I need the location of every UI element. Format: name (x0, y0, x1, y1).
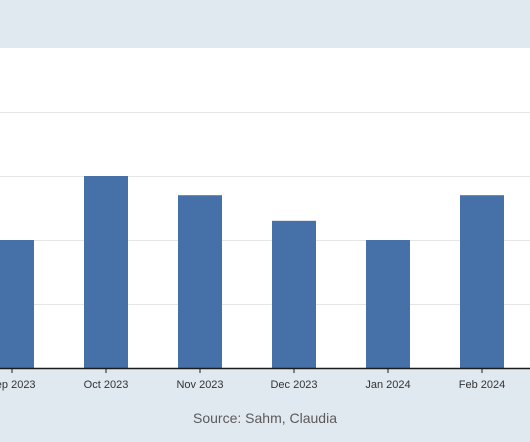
x-tick-label: Dec 2023 (270, 379, 317, 391)
x-tick-label: Sep 2023 (0, 379, 36, 391)
x-tick-label: Feb 2024 (459, 379, 505, 391)
bar (0, 240, 34, 368)
x-tick-label: Nov 2023 (176, 379, 223, 391)
gridlines (0, 112, 530, 305)
bar (366, 240, 410, 368)
bar (272, 220, 316, 368)
bars (0, 176, 504, 368)
x-axis (0, 367, 530, 373)
bar (84, 176, 128, 368)
x-tick-label: Oct 2023 (84, 379, 129, 391)
bar (460, 195, 504, 368)
x-tick-labels: Sep 2023 Oct 2023 Nov 2023 Dec 2023 Jan 2024… (0, 379, 505, 391)
source-caption: Source: Sahm, Claudia (193, 410, 337, 426)
bar (178, 195, 222, 368)
x-tick-label: Jan 2024 (365, 379, 410, 391)
